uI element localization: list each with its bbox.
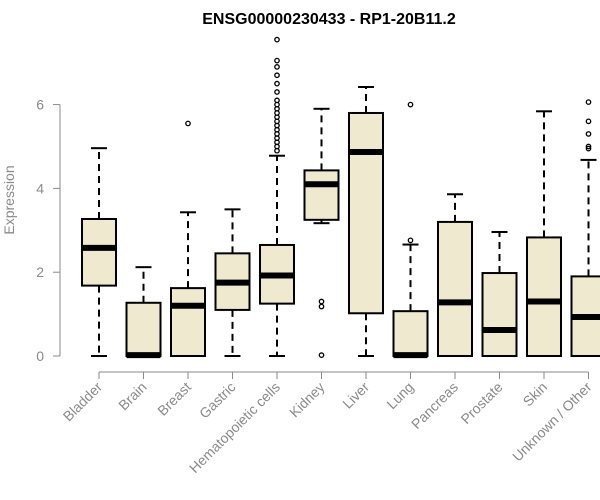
y-tick-label: 2 bbox=[36, 264, 44, 280]
y-axis-label: Expression bbox=[1, 165, 17, 234]
outlier-point bbox=[274, 97, 280, 104]
x-tick-label: Bladder bbox=[60, 379, 106, 425]
outlier-point bbox=[585, 131, 592, 137]
box-series bbox=[81, 36, 600, 359]
outlier-point bbox=[585, 143, 592, 150]
y-tick-label: 4 bbox=[36, 180, 44, 196]
x-tick-label: Lung bbox=[383, 379, 416, 412]
outlier-point bbox=[274, 36, 280, 43]
box-skin bbox=[526, 110, 562, 358]
x-tick-label: Kidney bbox=[286, 379, 328, 421]
box-unknown-other bbox=[570, 99, 600, 358]
x-tick-label: Brain bbox=[115, 379, 149, 413]
box-prostate bbox=[481, 230, 518, 357]
box-iqr bbox=[481, 272, 518, 357]
outlier-point bbox=[185, 120, 191, 127]
outlier-point bbox=[585, 145, 592, 152]
box-bladder bbox=[81, 147, 117, 357]
box-iqr bbox=[170, 287, 206, 358]
outlier-point bbox=[407, 101, 414, 108]
box-kidney bbox=[303, 107, 340, 359]
x-tick-label: Gastric bbox=[196, 379, 239, 422]
box-iqr bbox=[348, 111, 384, 315]
x-tick-label: Liver bbox=[339, 379, 372, 412]
outlier-point bbox=[274, 64, 280, 70]
outlier-point bbox=[585, 118, 592, 125]
box-brain bbox=[125, 266, 162, 359]
outlier-point bbox=[318, 298, 325, 305]
box-iqr bbox=[303, 169, 340, 221]
y-tick-label: 0 bbox=[36, 348, 44, 364]
box-hematopoietic-cells bbox=[259, 36, 295, 357]
outlier-point bbox=[318, 303, 325, 310]
box-gastric bbox=[214, 208, 251, 357]
outlier-point bbox=[274, 80, 280, 87]
box-iqr bbox=[125, 301, 162, 357]
box-pancreas bbox=[437, 193, 473, 357]
box-iqr bbox=[526, 236, 562, 358]
outlier-point bbox=[274, 57, 280, 64]
box-iqr bbox=[437, 220, 473, 357]
outlier-point bbox=[274, 89, 280, 95]
x-tick-label: Prostate bbox=[457, 379, 505, 427]
outlier-point bbox=[274, 72, 280, 79]
box-breast bbox=[170, 120, 206, 358]
y-axis: 0 2 4 6 bbox=[36, 97, 61, 364]
x-tick-label: Breast bbox=[154, 379, 194, 419]
x-tick-label: Skin bbox=[520, 379, 551, 410]
chart-title: ENSG00000230433 - RP1-20B11.2 bbox=[202, 11, 456, 28]
outlier-point bbox=[407, 237, 414, 244]
box-iqr bbox=[392, 310, 429, 357]
outlier-point bbox=[585, 99, 592, 105]
x-tick-label: Unknown / Other bbox=[509, 379, 595, 465]
box-liver bbox=[348, 86, 384, 357]
y-tick-label: 6 bbox=[36, 97, 44, 113]
box-lung bbox=[392, 101, 429, 359]
box-iqr bbox=[81, 217, 117, 287]
x-tick-label: Pancreas bbox=[408, 379, 461, 432]
outlier-point bbox=[318, 352, 325, 359]
